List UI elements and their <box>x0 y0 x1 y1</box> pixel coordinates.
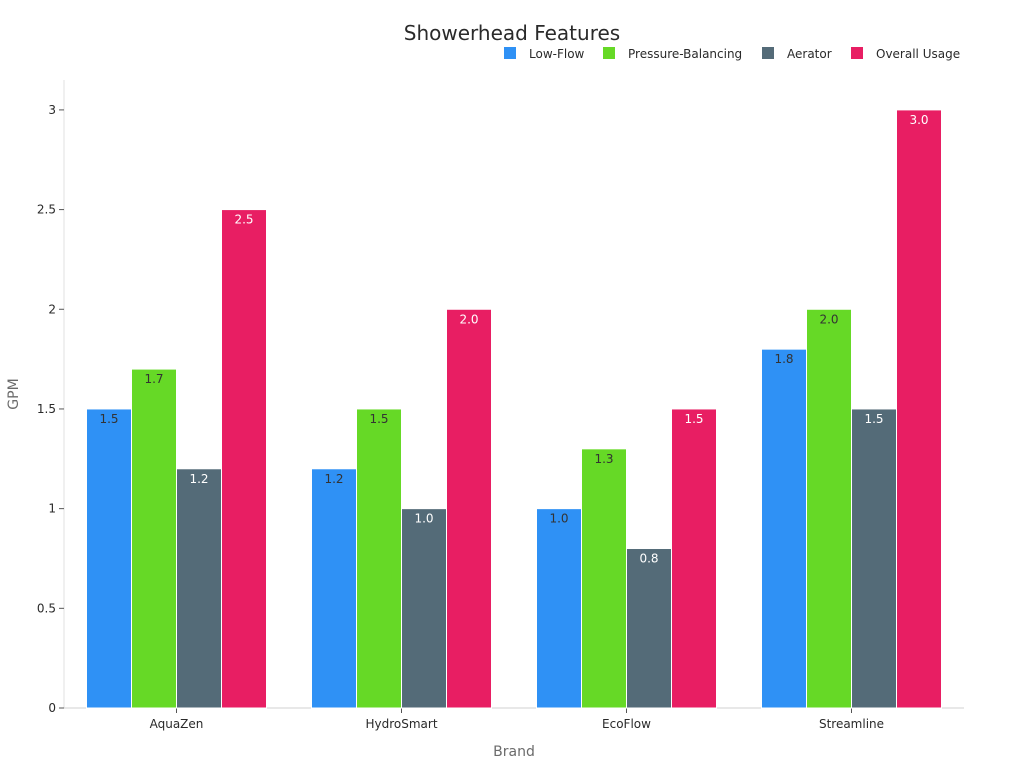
legend-swatch <box>762 47 774 59</box>
bar <box>806 308 852 709</box>
bars <box>86 109 942 709</box>
legend-label: Pressure-Balancing <box>628 47 742 61</box>
x-tick-label: HydroSmart <box>365 717 437 731</box>
y-tick-label: 1.5 <box>37 402 56 416</box>
y-axis-ticks: 0 0.5 1 1.5 2 2.5 3 <box>37 103 64 715</box>
bar-value-label: 1.3 <box>594 452 613 466</box>
legend-label: Aerator <box>787 47 832 61</box>
bar-value-label: 1.7 <box>144 372 163 386</box>
bar <box>356 408 402 709</box>
y-tick-label: 0.5 <box>37 601 56 615</box>
legend-label: Low-Flow <box>529 47 585 61</box>
bar <box>761 348 807 709</box>
x-tick-label: AquaZen <box>150 717 204 731</box>
bar <box>851 408 897 709</box>
bar-value-label: 1.5 <box>864 412 883 426</box>
bar-value-label: 1.5 <box>99 412 118 426</box>
x-tick-label: EcoFlow <box>602 717 651 731</box>
bar <box>536 508 582 709</box>
bar <box>671 408 717 709</box>
bar <box>401 508 447 709</box>
x-tick-label: Streamline <box>819 717 884 731</box>
y-tick-label: 0 <box>48 701 56 715</box>
bar <box>311 468 357 709</box>
bar-value-label: 2.0 <box>459 312 478 326</box>
bar <box>581 448 627 709</box>
bar <box>176 468 222 709</box>
chart-title: Showerhead Features <box>404 21 620 45</box>
bar-value-label: 2.0 <box>819 312 838 326</box>
bar-labels: 1.5 1.7 1.2 2.5 1.2 1.5 1.0 2.0 1.0 1.3 0.8 1.5 1.8 2… <box>99 113 928 566</box>
y-tick-label: 3 <box>48 103 56 117</box>
bar-value-label: 1.0 <box>549 512 568 526</box>
bar-value-label: 1.2 <box>189 472 208 486</box>
bar-value-label: 2.5 <box>234 213 253 227</box>
bar-value-label: 1.0 <box>414 512 433 526</box>
bar <box>626 548 672 709</box>
y-tick-label: 2 <box>48 302 56 316</box>
bar <box>131 368 177 709</box>
bar-value-label: 1.2 <box>324 472 343 486</box>
bar <box>896 109 942 709</box>
x-axis-ticks: AquaZen HydroSmart EcoFlow Streamline <box>150 708 884 731</box>
bar-value-label: 1.5 <box>684 412 703 426</box>
bar <box>221 209 267 709</box>
bar-value-label: 3.0 <box>909 113 928 127</box>
bar <box>446 308 492 709</box>
y-axis-title: GPM <box>6 378 22 409</box>
bar-value-label: 1.8 <box>774 352 793 366</box>
bar <box>86 408 132 709</box>
bar-value-label: 0.8 <box>639 552 658 566</box>
x-axis-title: Brand <box>493 744 535 760</box>
bar-value-label: 1.5 <box>369 412 388 426</box>
legend-swatch <box>603 47 615 59</box>
legend-swatch <box>851 47 863 59</box>
legend: Low-Flow Pressure-Balancing Aerator Overall… <box>504 47 960 61</box>
y-tick-label: 2.5 <box>37 203 56 217</box>
y-tick-label: 1 <box>48 502 56 516</box>
legend-label: Overall Usage <box>876 47 960 61</box>
legend-swatch <box>504 47 516 59</box>
